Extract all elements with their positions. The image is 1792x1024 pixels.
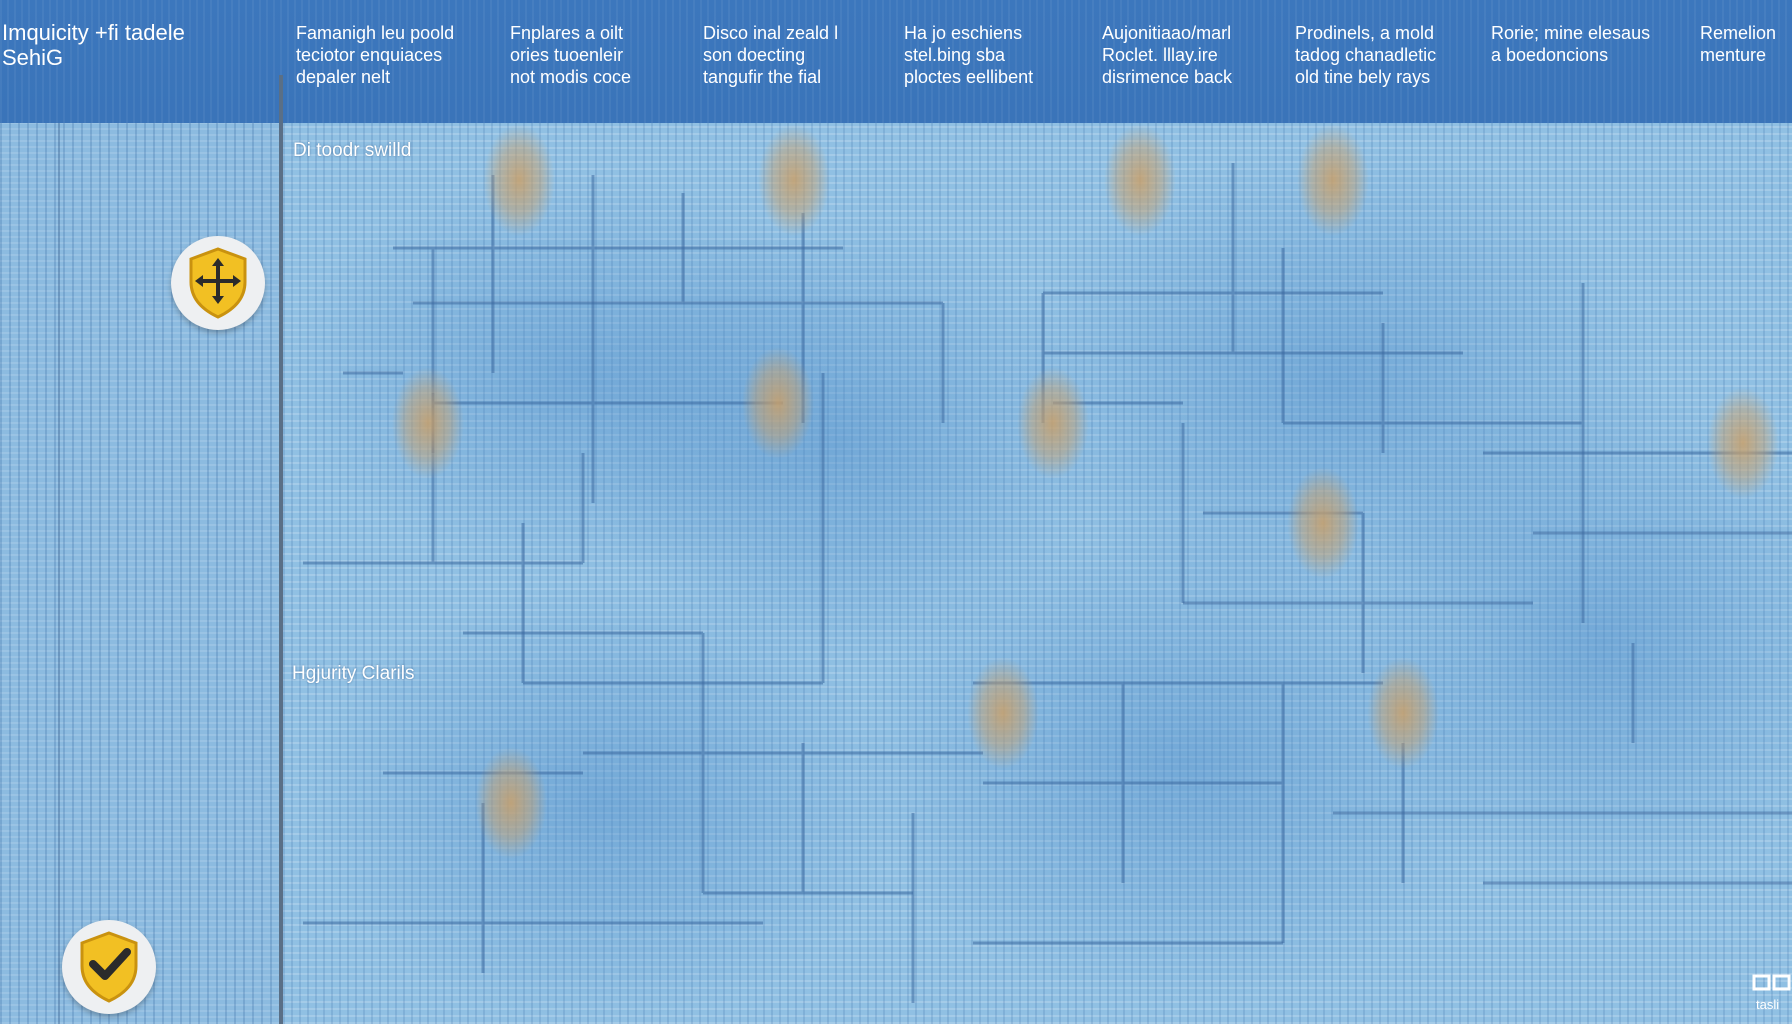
- column-header-5[interactable]: Aujonitiaao/marl Roclet. lllay.ire disri…: [1102, 23, 1233, 87]
- top-header: Imquicity +fi tadele SehiG Famanigh leu …: [0, 0, 1792, 123]
- corner-label: tasli: [1756, 997, 1780, 1012]
- map-label-top: Di toodr swilld: [293, 140, 412, 161]
- column-header-1[interactable]: Famanigh leu poold teciotor enquiaces de…: [296, 23, 455, 87]
- column-header-8[interactable]: Remelion menture: [1700, 23, 1777, 65]
- move-marker-button[interactable]: [171, 236, 265, 330]
- panel-divider[interactable]: [279, 75, 283, 1024]
- column-header-4[interactable]: Ha jo eschiens stel.bing sba ploctes eel…: [904, 23, 1034, 87]
- map-overlay: [283, 124, 1792, 1023]
- column-header-3[interactable]: Disco inal zeald l son doecting tangufir…: [703, 23, 839, 87]
- column-header-7[interactable]: Rorie; mine elesaus a boedoncions: [1491, 23, 1651, 65]
- column-header-6[interactable]: Prodinels, a mold tadog chanadletic old …: [1295, 23, 1437, 87]
- hotspots: [392, 124, 1779, 859]
- move-arrows-shield-icon: [189, 247, 247, 319]
- map-regions: [283, 143, 1792, 1023]
- map-label-bottom: Hgjurity Clarils: [292, 663, 415, 684]
- checkmark-shield-icon: [80, 931, 138, 1003]
- map-canvas[interactable]: Di toodr swilld Hgjurity Clarils: [283, 123, 1792, 1024]
- column-header-2[interactable]: Fnplares a oilt ories tuoenleir not modi…: [510, 23, 632, 87]
- app-title: Imquicity +fi tadele SehiG: [2, 20, 185, 70]
- corner-grid-icon[interactable]: [1752, 974, 1792, 1014]
- confirm-marker-button[interactable]: [62, 920, 156, 1014]
